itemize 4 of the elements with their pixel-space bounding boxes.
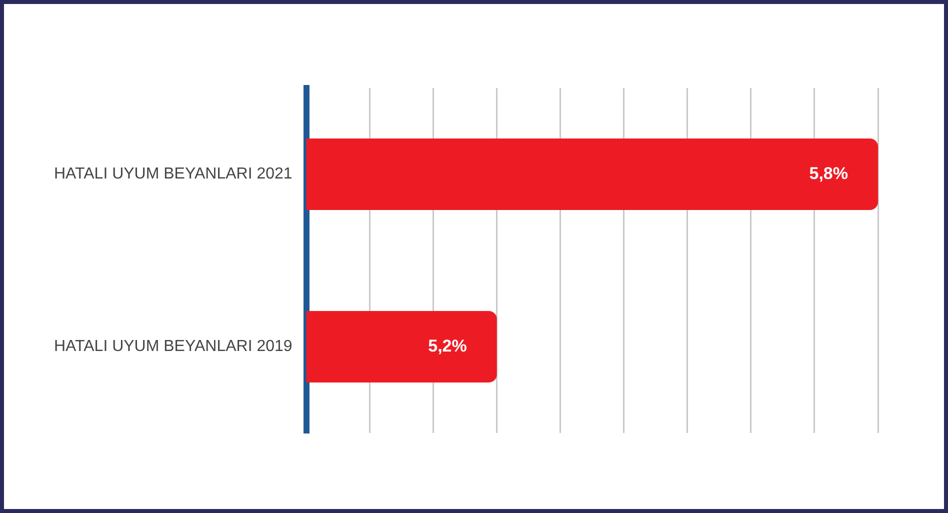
data-label: 5,8% — [809, 164, 848, 183]
y-tick-label: HATALI UYUM BEYANLARI 2019 — [54, 338, 292, 356]
data-label: 5,2% — [428, 336, 467, 356]
y-tick-label: HATALI UYUM BEYANLARI 2021 — [54, 166, 292, 183]
